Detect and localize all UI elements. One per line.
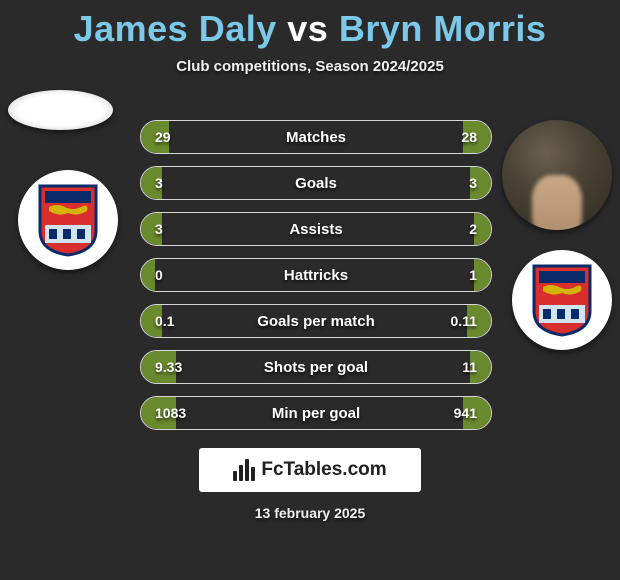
- stat-label: Shots per goal: [264, 359, 368, 376]
- stat-fill-left: [141, 259, 155, 291]
- shield-icon: [37, 183, 99, 257]
- stat-label: Matches: [286, 129, 346, 146]
- stat-value-left: 0: [155, 267, 163, 283]
- comparison-title: James Daly vs Bryn Morris: [0, 0, 620, 50]
- stat-row: 29 28 Matches: [140, 120, 492, 154]
- bars-icon: [233, 459, 255, 481]
- stat-row: 0 1 Hattricks: [140, 258, 492, 292]
- stat-label: Goals: [295, 175, 337, 192]
- player2-name: Bryn Morris: [339, 8, 547, 49]
- shield-icon: [531, 263, 593, 337]
- footer-logo: FcTables.com: [199, 448, 421, 492]
- stat-value-right: 1: [469, 267, 477, 283]
- stat-label: Min per goal: [272, 405, 360, 422]
- player2-avatar: [502, 120, 612, 230]
- stat-label: Assists: [289, 221, 342, 238]
- player1-name: James Daly: [74, 8, 277, 49]
- stat-row: 0.1 0.11 Goals per match: [140, 304, 492, 338]
- vs-text: vs: [287, 8, 328, 49]
- stat-value-left: 0.1: [155, 313, 174, 329]
- stat-row: 1083 941 Min per goal: [140, 396, 492, 430]
- stat-value-right: 11: [462, 359, 477, 375]
- stat-row: 3 3 Goals: [140, 166, 492, 200]
- stat-value-right: 2: [469, 221, 477, 237]
- footer-date: 13 february 2025: [255, 505, 366, 521]
- stat-value-right: 0.11: [451, 313, 477, 329]
- stat-value-left: 3: [155, 175, 163, 191]
- stat-row: 9.33 11 Shots per goal: [140, 350, 492, 384]
- subtitle: Club competitions, Season 2024/2025: [0, 58, 620, 75]
- stat-value-left: 3: [155, 221, 163, 237]
- player1-club-badge: [18, 170, 118, 270]
- stat-value-right: 3: [469, 175, 477, 191]
- stat-value-left: 1083: [155, 405, 186, 421]
- stat-label: Hattricks: [284, 267, 348, 284]
- stat-value-left: 9.33: [155, 359, 182, 375]
- stats-panel: 29 28 Matches 3 3 Goals 3 2 Assists 0 1 Hattricks 0.…: [140, 120, 492, 442]
- stat-row: 3 2 Assists: [140, 212, 492, 246]
- stat-label: Goals per match: [257, 313, 375, 330]
- stat-value-right: 28: [461, 129, 477, 145]
- stat-value-right: 941: [454, 405, 477, 421]
- stat-value-left: 29: [155, 129, 171, 145]
- player1-avatar: [8, 90, 113, 130]
- player2-club-badge: [512, 250, 612, 350]
- footer-logo-text: FcTables.com: [261, 459, 386, 481]
